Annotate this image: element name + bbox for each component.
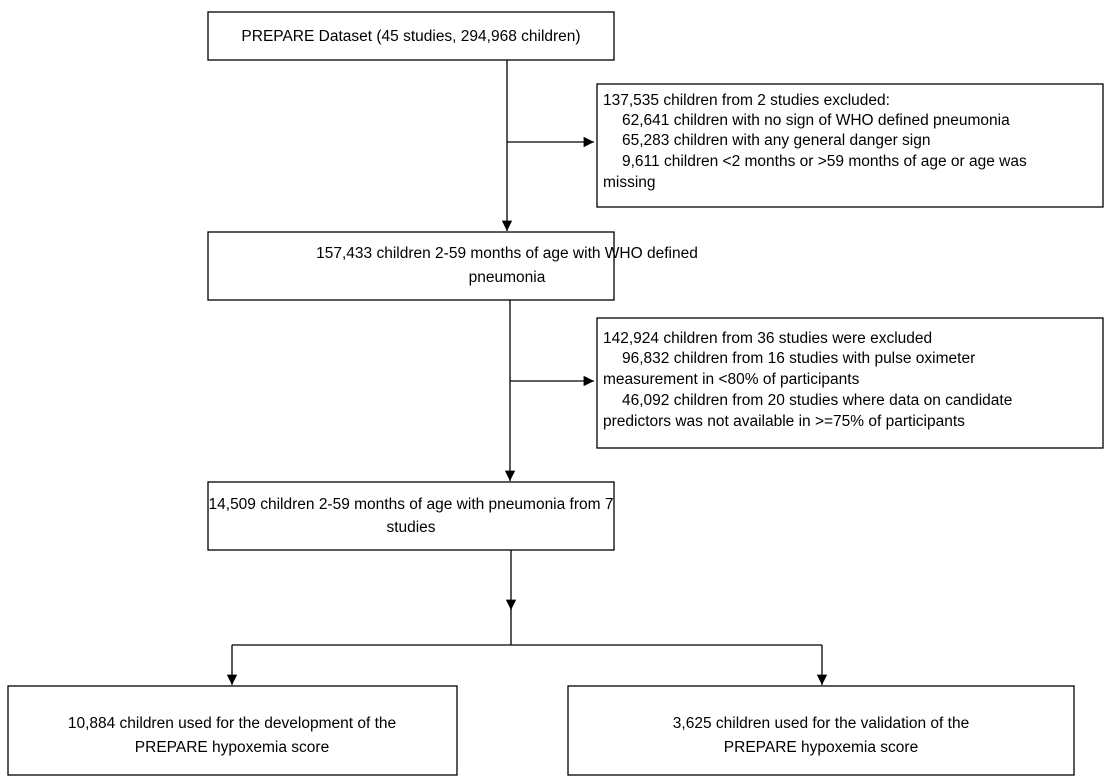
- exclusion-box: [596, 83, 1104, 208]
- box: [207, 481, 615, 551]
- box-text: 10,884 children used for the development…: [68, 715, 396, 732]
- box-text: 46,092 children from 20 studies where da…: [622, 392, 1012, 409]
- box-text: 137,535 children from 2 studies excluded…: [603, 92, 890, 109]
- box-text: pneumonia: [469, 269, 546, 286]
- box: [567, 685, 1075, 776]
- box-text: 9,611 children <2 months or >59 months o…: [622, 153, 1027, 170]
- box-text: predictors was not available in >=75% of…: [603, 413, 965, 430]
- box: [207, 11, 615, 61]
- box: [207, 231, 615, 301]
- box-text: measurement in <80% of participants: [603, 371, 860, 388]
- box-text: 96,832 children from 16 studies with pul…: [622, 350, 975, 367]
- exclusion-box: [596, 317, 1104, 449]
- box-text: 142,924 children from 36 studies were ex…: [603, 330, 932, 347]
- box-text: missing: [603, 174, 656, 191]
- box-text: PREPARE hypoxemia score: [724, 739, 918, 756]
- box-text: 62,641 children with no sign of WHO defi…: [622, 112, 1010, 129]
- box: [7, 685, 458, 776]
- box-text: 14,509 children 2-59 months of age with …: [209, 496, 614, 513]
- box-text: PREPARE Dataset (45 studies, 294,968 chi…: [241, 28, 580, 45]
- box-text: studies: [386, 519, 435, 536]
- box-text: 3,625 children used for the validation o…: [673, 715, 969, 732]
- box-text: 65,283 children with any general danger …: [622, 132, 931, 149]
- box-text: PREPARE hypoxemia score: [135, 739, 329, 756]
- box-text: 157,433 children 2-59 months of age with…: [316, 245, 698, 262]
